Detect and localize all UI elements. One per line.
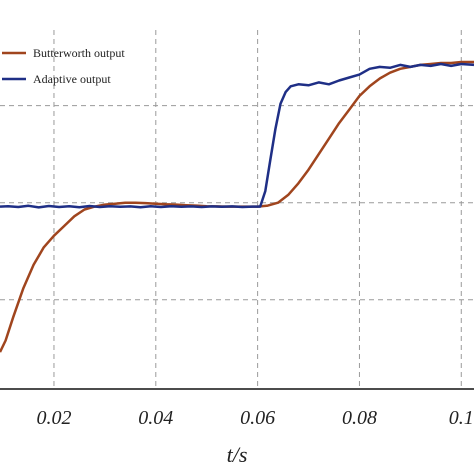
x-tick-label: 0.1 [449, 407, 474, 429]
x-tick-label: 0.08 [342, 407, 377, 429]
legend-label-butterworth: Butterworth output [33, 46, 125, 60]
legend: Butterworth output Adaptive output [2, 46, 125, 86]
x-tick-labels: 0.02 0.04 0.06 0.08 0.1 [36, 407, 473, 429]
x-tick-label: 0.02 [36, 407, 71, 429]
legend-label-adaptive: Adaptive output [33, 72, 111, 86]
x-tick-label: 0.06 [240, 407, 275, 429]
series-line-adaptive [0, 62, 474, 209]
grid [0, 30, 474, 389]
series-layer [0, 60, 474, 353]
x-axis-title: t/s [227, 442, 248, 467]
x-tick-label: 0.04 [138, 407, 173, 429]
